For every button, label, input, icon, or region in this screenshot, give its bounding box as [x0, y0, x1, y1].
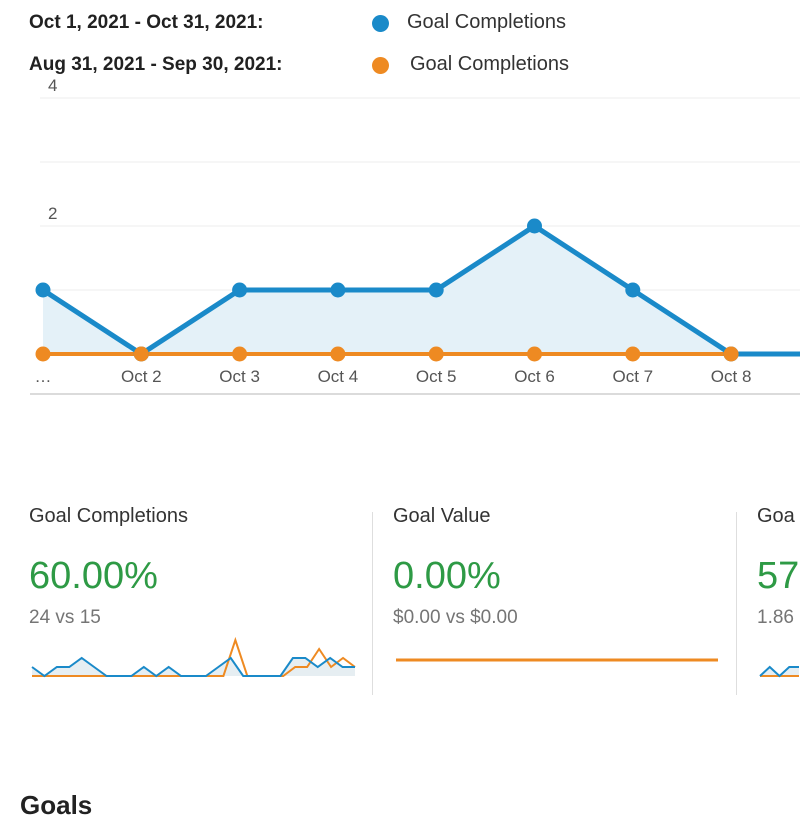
- current-series-point: [428, 282, 444, 298]
- x-tick-label: Oct 5: [416, 367, 457, 386]
- metric-title: Goal Value: [393, 505, 491, 527]
- previous-series-point: [35, 346, 51, 362]
- legend-previous-label[interactable]: Goal Completions: [410, 53, 569, 75]
- x-tick-label: Oct 2: [121, 367, 162, 386]
- x-tick-label: …: [35, 367, 52, 386]
- x-tick-label: Oct 7: [612, 367, 653, 386]
- divider: [736, 512, 737, 695]
- previous-series-point: [428, 346, 444, 362]
- sparkline-goal-completions: [31, 636, 356, 678]
- current-series-point: [232, 282, 248, 298]
- sparkline-current-line: [759, 665, 799, 678]
- x-tick-label: Oct 8: [711, 367, 752, 386]
- previous-series-point: [527, 346, 542, 362]
- y-tick-label: 2: [48, 204, 57, 223]
- legend-previous-dot-icon: [372, 57, 389, 74]
- metric-title: Goal Completions: [29, 505, 188, 527]
- metric-percent-change: 60.00%: [29, 555, 158, 597]
- previous-series-point: [133, 346, 149, 362]
- metric-percent-change: 0.00%: [393, 555, 501, 597]
- sparkline-area: [32, 658, 355, 676]
- metric-comparison: $0.00 vs $0.00: [393, 607, 518, 628]
- previous-series-point: [330, 346, 346, 362]
- legend-row-previous: Aug 31, 2021 - Sep 30, 2021:: [29, 52, 282, 78]
- legend-row-current: Oct 1, 2021 - Oct 31, 2021:: [29, 10, 263, 36]
- metric-comparison: 1.86: [757, 607, 794, 628]
- goal-completions-line-chart[interactable]: 4 2 … Oct 2 Oct 3 Oct 4 Oct 5 Oct 6 Oct 7 Oct 8: [0, 0, 800, 420]
- current-series-point: [35, 282, 51, 298]
- previous-series-point: [232, 346, 248, 362]
- x-tick-label: Oct 4: [318, 367, 359, 386]
- legend-current-label[interactable]: Goal Completions: [407, 11, 566, 33]
- current-series-point: [330, 282, 346, 298]
- section-heading-partial: Goals: [20, 790, 93, 820]
- legend-current-dot-icon: [372, 15, 389, 32]
- metric-title: Goa: [757, 505, 795, 527]
- current-series-point: [625, 282, 641, 298]
- current-series-point: [527, 218, 542, 234]
- sparkline-area: [760, 667, 799, 676]
- divider: [372, 512, 373, 695]
- legend-current-range: Oct 1, 2021 - Oct 31, 2021:: [29, 12, 264, 33]
- sparkline-partial: [759, 665, 799, 678]
- metric-percent-change: 57: [757, 555, 800, 597]
- legend-previous-range: Aug 31, 2021 - Sep 30, 2021:: [29, 54, 283, 75]
- y-tick-label: 4: [48, 76, 57, 95]
- previous-series-point: [723, 346, 739, 362]
- sparkline-current-line: [31, 656, 355, 678]
- metric-card-partial[interactable]: Goa 57 1.86: [757, 505, 800, 705]
- x-tick-label: Oct 3: [219, 367, 260, 386]
- sparkline-goal-value: [396, 658, 718, 662]
- previous-series-point: [625, 346, 641, 362]
- metric-comparison: 24 vs 15: [29, 607, 101, 628]
- x-tick-label: Oct 6: [514, 367, 555, 386]
